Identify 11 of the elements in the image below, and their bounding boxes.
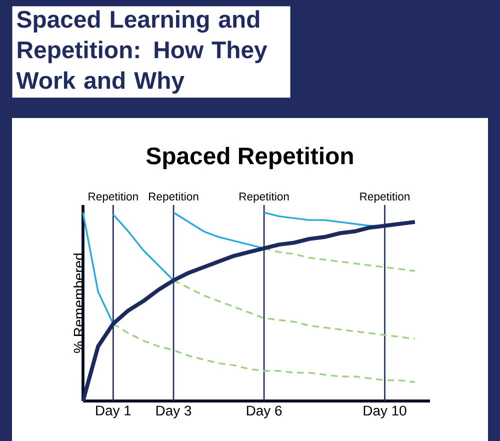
x-tick-label: Day 10 [364,406,406,418]
ref-line-label: Repetition [149,192,198,203]
chart-subtitle: Spaced Repetition [146,146,353,170]
chart-title: Spaced Learning and Repetition: How They Work and Why [16,10,268,94]
ref-line-label: Repetition [240,192,289,203]
y-axis-title: % Remembered [73,254,84,353]
ref-line-label: Repetition [88,192,138,203]
x-tick-label: Day 6 [246,406,282,418]
x-tick-label: Day 1 [96,406,131,418]
x-tick-label: Day 3 [156,406,192,418]
ref-line-label: Repetition [360,192,410,203]
